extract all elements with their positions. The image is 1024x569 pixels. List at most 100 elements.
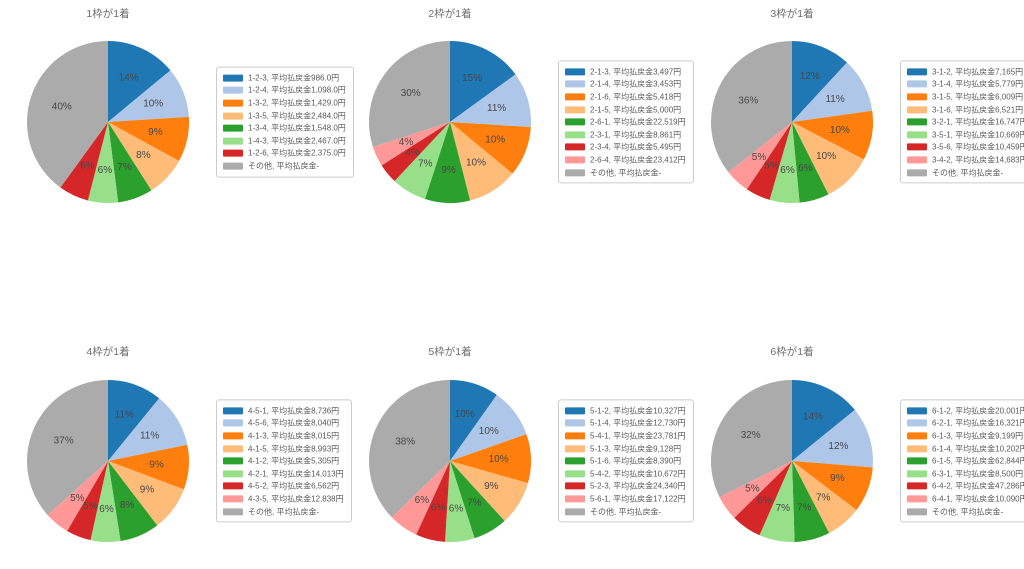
pct-label-6-4-2: 6% [757,496,772,507]
pie-svg: 12%11%10%10%6%6%5%5%36% [711,41,874,204]
pie-svg: 10%10%10%9%7%6%6%6%38% [368,380,532,543]
legend-swatch [565,80,585,88]
legend-label: 2-1-5, 平均払戻金5,000円 [590,104,682,114]
legend: 5-1-2, 平均払戻金10,327円 5-1-4, 平均払戻金12,730円 5-… [558,399,694,523]
pie-slice-3-1-4 [792,62,873,122]
chart-title: 4枠が1着 [86,346,130,358]
legend-label: 4-1-5, 平均払戻金8,993円 [248,443,340,453]
pct-label-6-1-4: 7% [816,493,831,504]
pie-slice-5-4-1 [450,434,532,484]
legend-swatch [223,87,243,95]
pct-label-5-6-1: 6% [415,495,430,506]
pct-label-6-1-2: 14% [803,412,823,423]
legend-swatch [565,495,585,503]
legend-label: 2-3-4, 平均払戻金5,495円 [590,142,682,152]
pct-label-4-1-2: 8% [120,500,135,511]
legend-label: 3-1-6, 平均払戻金6,521円 [932,104,1024,114]
legend-swatch [565,470,585,478]
pct-label-4-1-3: 9% [149,459,164,470]
pct-label-1-2-3: 14% [119,73,139,84]
pct-label-1-2-6: 6% [80,161,95,172]
pie-slice-2-3-4 [381,122,450,182]
pct-label-その他: 38% [395,437,415,448]
legend-label: 6-1-3, 平均払戻金9,199円 [932,431,1024,441]
legend-label: 3-5-1, 平均払戻金10,669円 [932,130,1024,140]
legend-item-4-2-1: 4-2-1, 平均払戻金14,013円 [223,467,344,480]
legend-item-5-1-6: 5-1-6, 平均払戻金8,390円 [565,455,686,468]
legend-swatch [565,168,585,176]
legend-item-1-4-3: 1-4-3, 平均払戻金2,467.0円 [223,135,346,148]
pct-label-1-2-4: 10% [143,99,163,110]
pie-slice-その他 [368,40,450,148]
legend-item-1-2-3: 1-2-3, 平均払戻金986.0円 [223,72,346,85]
pct-label-2-3-1: 7% [418,158,433,169]
legend-swatch [223,507,243,515]
legend-label: 1-3-2, 平均払戻金1,429.0円 [248,98,346,108]
pie-slice-その他 [27,41,108,188]
legend-swatch [565,457,585,465]
legend-label: 5-1-4, 平均払戻金12,730円 [590,418,686,428]
pct-label-4-3-5: 5% [70,493,85,504]
legend-swatch [223,149,243,157]
legend-item-その他: その他, 平均払戻金- [565,166,686,179]
pie-slice-1-2-3 [108,41,171,122]
pie-svg: 14% 10% 9% 8% 7% 6%6% 40% [27,41,189,204]
legend-label: 6-4-1, 平均払戻金10,090円 [932,494,1024,504]
pie-slice-3-4-2 [728,122,792,190]
pie-slice-6-4-1 [719,461,792,518]
legend-item-3-1-4: 3-1-4, 平均払戻金5,779円 [907,78,1024,91]
pie-slice-2-3-1 [394,122,450,200]
legend-swatch [565,143,585,151]
legend-swatch [907,68,927,76]
legend-swatch [565,68,585,76]
legend-swatch [565,118,585,126]
pct-label-その他: 37% [54,436,74,447]
legend-swatch [223,457,243,465]
legend-swatch [907,407,927,415]
legend-label: 1-3-4, 平均払戻金1,548.0円 [248,123,346,133]
legend-label: 3-1-2, 平均払戻金7,165円 [932,67,1024,77]
pie-slice-1-2-6 [60,122,108,201]
pie-slice-4-1-2 [108,461,158,542]
legend-swatch [565,444,585,452]
legend-item-2-6-1: 2-6-1, 平均払戻金22,519円 [565,116,686,129]
pie-slice-6-1-5 [792,461,830,542]
legend-label: その他, 平均払戻金- [932,167,1004,177]
pie-slice-3-1-2 [792,41,848,122]
legend-swatch [907,444,927,452]
legend-item-6-1-5: 6-1-5, 平均払戻金62,844円 [907,455,1024,468]
legend-item-4-1-2: 4-1-2, 平均払戻金5,305円 [223,455,344,468]
legend-swatch [223,470,243,478]
legend: 2-1-3, 平均払戻金3,497円 2-1-4, 平均払戻金3,453円 2-1-… [558,60,694,184]
pie-svg: 14% 12% 9% 7% 7% 7% 6%5% 32% [710,380,874,543]
legend-item-4-5-1: 4-5-1, 平均払戻金8,736円 [223,404,344,417]
legend-item-2-1-6: 2-1-6, 平均払戻金5,418円 [565,91,686,104]
pct-label-1-4-3: 6% [98,165,113,176]
legend-item-3-4-2: 3-4-2, 平均払戻金14,683円 [907,153,1024,166]
legend-label: 3-5-6, 平均払戻金10,459円 [932,142,1024,152]
legend-swatch [907,495,927,503]
pct-label-1-3-2: 9% [148,127,163,138]
legend-swatch [565,93,585,101]
pie-slice-6-3-1 [759,461,795,543]
pie-slice-4-1-3 [108,444,189,490]
pie-slice-その他 [710,380,792,497]
legend-item-その他: その他, 平均払戻金- [223,160,346,173]
pct-label-5-4-1: 10% [489,454,509,465]
legend-label: その他, 平均払戻金- [932,506,1004,516]
pie-slice-その他 [27,380,108,516]
legend-swatch [907,105,927,113]
pie-slice-2-1-3 [450,41,516,122]
legend-swatch [223,407,243,415]
pie-slice-1-3-4 [108,122,152,203]
legend-label: 3-1-4, 平均払戻金5,779円 [932,79,1024,89]
legend-label: 3-1-5, 平均払戻金6,009円 [932,92,1024,102]
legend-item-4-5-6: 4-5-6, 平均払戻金8,040円 [223,417,344,430]
legend-swatch [565,507,585,515]
legend-item-5-4-2: 5-4-2, 平均払戻金10,672円 [565,467,686,480]
pie-slice-1-2-4 [108,70,189,122]
